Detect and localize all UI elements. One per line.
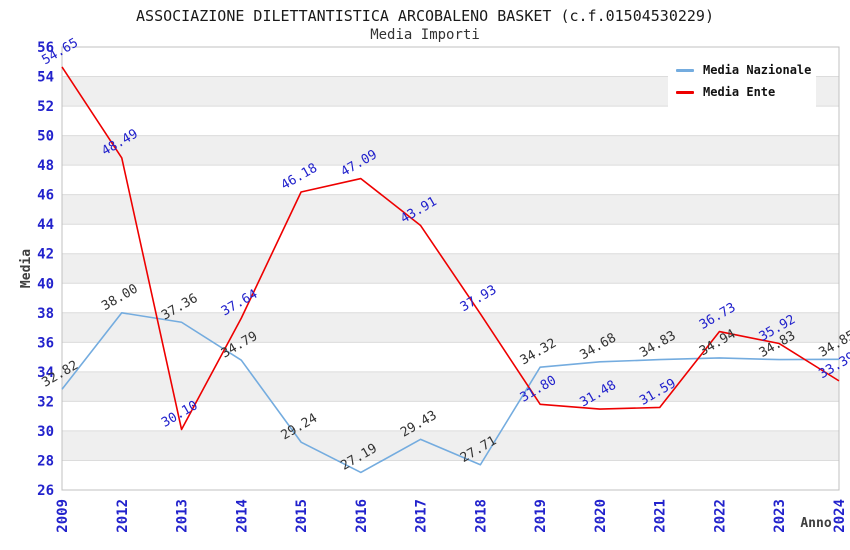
y-tick-label: 36	[37, 335, 54, 351]
x-tick-label: 2014	[234, 499, 250, 533]
y-tick-label: 42	[37, 247, 54, 263]
x-tick-label: 2018	[473, 499, 489, 533]
plot-band	[62, 312, 839, 343]
series-line-media-nazionale	[61, 311, 840, 474]
x-tick-label: 2024	[832, 499, 848, 533]
legend-item-media-nazionale: Media Nazionale	[668, 63, 816, 77]
y-tick-label: 32	[37, 394, 54, 410]
y-tick-label: 52	[37, 99, 54, 115]
x-tick-label: 2012	[115, 499, 131, 533]
y-tick-label: 46	[37, 188, 54, 204]
y-tick-label: 38	[37, 306, 54, 322]
x-tick-label: 2019	[533, 499, 549, 533]
y-tick-label: 28	[37, 453, 54, 469]
x-tick-label: 2023	[772, 499, 788, 533]
chart-subtitle: Media Importi	[370, 27, 480, 43]
line-swatch-icon	[676, 90, 694, 94]
x-tick-label: 2016	[354, 499, 370, 533]
x-tick-label: 2021	[653, 499, 669, 533]
y-tick-label: 34	[37, 365, 54, 381]
y-tick-label: 30	[37, 424, 54, 440]
y-tick-label: 48	[37, 158, 54, 174]
x-tick-label: 2017	[414, 499, 430, 533]
x-axis-title: Anno	[800, 516, 831, 531]
x-tick-label: 2020	[593, 499, 609, 533]
y-axis-title: Media	[19, 249, 34, 288]
line-swatch-icon	[676, 68, 694, 72]
y-tick-label: 54	[37, 70, 54, 86]
series-line-media-ente	[61, 66, 840, 431]
plot-band	[62, 430, 839, 461]
legend-label-media-ente: Media Ente	[703, 85, 776, 99]
legend-label-media-nazionale: Media Nazionale	[703, 63, 812, 77]
x-tick-label: 2013	[175, 499, 191, 533]
y-tick-label: 40	[37, 276, 54, 292]
x-tick-label: 2022	[712, 499, 728, 533]
y-tick-label: 44	[37, 217, 54, 233]
plot-band	[62, 194, 839, 225]
legend: Media Nazionale Media Ente	[668, 55, 816, 107]
legend-item-media-ente: Media Ente	[668, 85, 816, 99]
plot-band	[62, 135, 839, 166]
point-label: 38.00	[99, 281, 140, 314]
x-tick-label: 2015	[294, 499, 310, 533]
y-tick-label: 56	[37, 40, 54, 56]
point-label: 30.10	[159, 398, 200, 431]
plot-band	[62, 371, 839, 402]
chart-title: ASSOCIAZIONE DILETTANTISTICA ARCOBALENO …	[136, 7, 714, 25]
plot-border	[61, 46, 840, 491]
y-tick-label: 26	[37, 483, 54, 499]
y-tick-label: 50	[37, 129, 54, 145]
x-tick-label: 2009	[55, 499, 71, 533]
